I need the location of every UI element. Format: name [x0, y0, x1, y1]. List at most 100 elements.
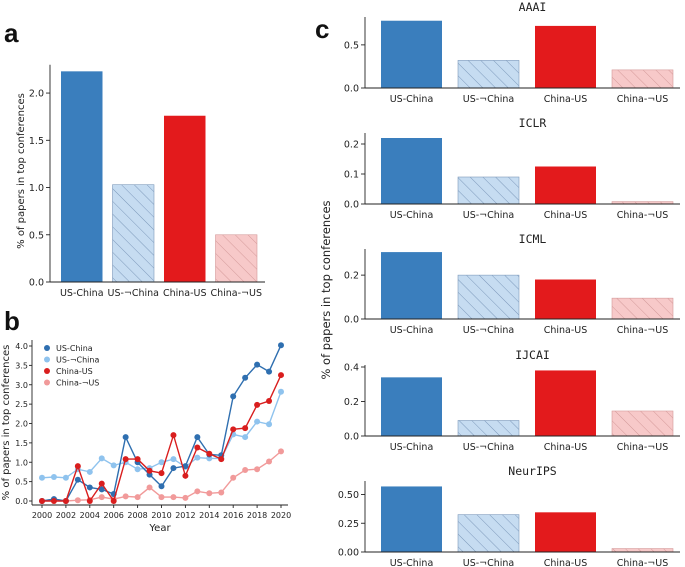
- x-tick-label-us-china: US-China: [390, 94, 434, 105]
- point-us-not-china: [62, 474, 69, 481]
- point-china-us: [230, 426, 237, 433]
- point-china-not-us: [182, 494, 189, 501]
- point-china-us: [278, 372, 284, 379]
- subplot-title: AAAI: [519, 0, 547, 14]
- y-tick-label: 0.00: [338, 548, 359, 559]
- point-us-not-china: [170, 456, 177, 463]
- bar-us-china: [381, 138, 442, 204]
- point-china-not-us: [218, 489, 225, 496]
- legend-label-china-us: China-US: [56, 367, 93, 376]
- x-tick-label-china-us: China-US: [544, 558, 588, 567]
- point-china-us: [122, 456, 129, 463]
- bar-us-china: [381, 252, 442, 319]
- point-china-us: [146, 467, 153, 474]
- y-tick-label: 1.0: [29, 183, 44, 194]
- y-tick-label: 0.1: [344, 170, 359, 181]
- x-tick-label: 2020: [271, 511, 291, 520]
- y-tick-label: 0.2: [344, 397, 359, 408]
- point-us-china: [230, 393, 237, 400]
- chart-panel-c: AAAI US-China US-¬China China-US China-¬US 0.…: [319, 0, 680, 567]
- y-tick-label: 0.2: [344, 271, 359, 282]
- point-us-not-china: [39, 474, 45, 481]
- y-axis-label: % of papers in top conferences: [1, 345, 12, 501]
- x-tick-label: 2004: [80, 511, 100, 520]
- y-axis-label: % of papers in top conferences: [16, 93, 27, 249]
- x-tick-label: 2006: [104, 511, 124, 520]
- bar-us-not-china: [457, 176, 520, 205]
- x-tick-label: 2008: [127, 511, 147, 520]
- x-tick-label-us-not-china: US-¬China: [463, 210, 515, 221]
- point-china-not-us: [242, 467, 249, 473]
- legend-marker-us-china: [44, 345, 50, 351]
- x-tick-label-china-us: China-US: [544, 442, 588, 453]
- point-china-us: [62, 498, 69, 504]
- x-tick-label-china-us: China-US: [163, 288, 207, 299]
- point-china-us: [218, 456, 225, 463]
- point-us-china: [266, 368, 273, 375]
- point-china-us: [266, 398, 273, 405]
- y-tick-label: 0.5: [29, 230, 44, 241]
- point-china-not-us: [74, 497, 81, 504]
- y-tick-label: 0.0: [344, 84, 359, 95]
- point-us-china: [254, 361, 261, 368]
- x-tick-label-china-us: China-US: [544, 94, 588, 105]
- y-tick-label: 0.0: [344, 432, 359, 443]
- y-tick-label: 3.5: [15, 361, 28, 370]
- x-tick-label: 2000: [32, 511, 52, 520]
- subplot-neurips: NeurIPS US-China US-¬China China-US China-¬U…: [338, 464, 680, 567]
- point-us-china: [158, 483, 165, 490]
- y-tick-label: 1.5: [15, 439, 28, 448]
- point-us-china: [74, 476, 81, 483]
- point-china-not-us: [194, 488, 201, 495]
- series-line-china-not-us: [41, 450, 282, 502]
- x-tick-label: 2016: [223, 511, 243, 520]
- point-china-not-us: [266, 458, 273, 465]
- point-us-not-china: [254, 418, 261, 425]
- y-tick-label: 2.0: [15, 420, 28, 429]
- y-tick-label: 2.0: [29, 89, 44, 100]
- point-china-us: [86, 498, 93, 504]
- y-tick-label: 0.0: [29, 278, 44, 289]
- point-china-us: [194, 444, 201, 451]
- point-us-not-china: [134, 466, 141, 473]
- point-us-not-china: [278, 388, 284, 395]
- bar-us-not-china: [457, 274, 520, 320]
- bar-us-china: [381, 20, 442, 89]
- bar-us-china: [61, 71, 103, 282]
- x-tick-label-us-china: US-China: [390, 442, 434, 453]
- y-tick-label: 2.5: [15, 400, 28, 409]
- y-tick-label: 1.5: [29, 136, 44, 147]
- legend-label-china-not-us: China-¬US: [56, 379, 99, 388]
- legend-marker-us-not-china: [44, 356, 50, 363]
- bar-us-not-china: [112, 184, 155, 283]
- x-tick-label: 2010: [151, 511, 171, 520]
- bar-china-not-us: [611, 69, 674, 89]
- x-tick-label-us-not-china: US-¬China: [463, 94, 515, 105]
- x-tick-label-us-china: US-China: [60, 288, 104, 299]
- x-tick-label-us-not-china: US-¬China: [463, 558, 515, 567]
- x-tick-label-china-not-us: China-¬US: [617, 94, 669, 105]
- y-tick-label: 0.4: [344, 363, 359, 374]
- point-china-not-us: [230, 474, 237, 481]
- bar-china-us: [535, 512, 596, 552]
- x-tick-label-china-not-us: China-¬US: [617, 210, 669, 221]
- point-china-not-us: [122, 493, 129, 500]
- point-us-not-china: [50, 473, 57, 480]
- y-tick-label: 0.0: [15, 497, 28, 506]
- bar-china-us: [535, 279, 596, 319]
- point-china-us: [110, 498, 117, 504]
- y-tick-label: 1.0: [15, 458, 28, 467]
- point-china-us: [50, 498, 57, 504]
- point-us-china: [98, 486, 105, 493]
- x-tick-label-us-china: US-China: [390, 325, 434, 336]
- chart-panel-b: 0.0 0.5 1.0 1.5 2.0 2.5 3.0 3.5 4.0 2000 2002 2004 2…: [1, 340, 291, 534]
- bar-us-not-china: [457, 420, 520, 437]
- point-us-china: [242, 374, 249, 381]
- point-china-not-us: [254, 466, 261, 473]
- y-tick-label: 0.0: [344, 200, 359, 211]
- x-tick-label-us-china: US-China: [390, 558, 434, 567]
- legend-label-us-not-china: US-¬China: [56, 356, 99, 365]
- bar-china-not-us: [611, 297, 674, 320]
- bar-china-us: [535, 25, 596, 88]
